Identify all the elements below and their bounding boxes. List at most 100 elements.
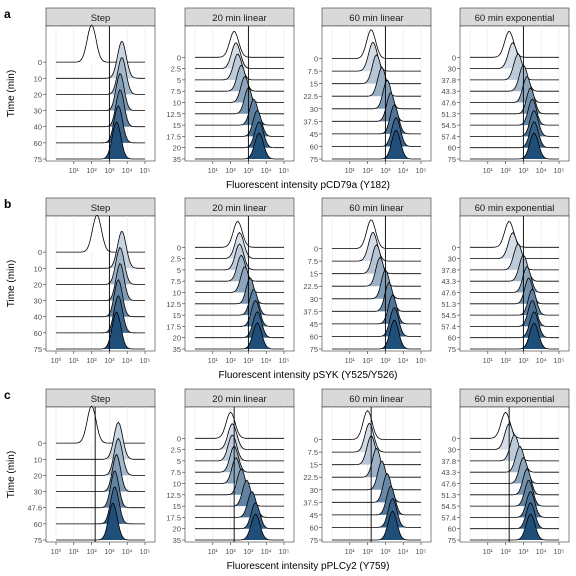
y-tick-label: 22.5 (303, 92, 318, 101)
ridge-line (470, 456, 559, 484)
x-tick-label: 10¹ (208, 358, 219, 365)
x-tick-label: 10³ (518, 549, 529, 556)
y-tick-label: 47.6 (27, 504, 42, 513)
y-tick-label: 2.5 (171, 65, 181, 74)
x-tick-label: 10¹ (69, 549, 80, 556)
ridge-fill (332, 320, 421, 349)
ridge-fill (195, 300, 284, 327)
ridge-line (332, 232, 421, 262)
y-tick-label: 20 (34, 90, 42, 99)
y-tick-label: 10 (173, 99, 181, 108)
y-tick-label: 75 (448, 155, 456, 164)
ridge-fill (195, 65, 284, 92)
ridge-line (332, 485, 421, 516)
ridge-line (56, 231, 145, 269)
facet-step: Step 10⁰ 10¹ 10² 10³ 10⁴ 10⁵ 0 10 20 30 40 60 75 (34, 197, 156, 365)
ridge-fill (470, 289, 559, 316)
x-tick-label: 10⁴ (536, 358, 547, 365)
y-tick-label: 20 (173, 525, 181, 534)
x-tick-label: 10⁴ (122, 549, 133, 556)
ridge-fill (195, 323, 284, 349)
facet-step: Step 10¹ 10² 10³ 10⁴ 10⁵ 0 10 20 30 40 60 75 (34, 7, 156, 175)
ridge-line (332, 410, 421, 440)
facet-title: 60 min exponential (475, 394, 555, 405)
ridge-fill (195, 502, 284, 529)
ridge-line (470, 322, 559, 350)
y-tick-label: 60 (34, 520, 42, 529)
facet-plot-area (459, 406, 570, 543)
facet-title: 60 min linear (349, 203, 403, 214)
ridge-fill (470, 244, 559, 270)
ridge-line (195, 322, 284, 350)
y-tick-label: 17.5 (166, 322, 181, 331)
facet-title: 60 min linear (349, 13, 403, 24)
y-tick-label: 75 (34, 155, 42, 164)
y-tick-label: 20 (34, 471, 42, 480)
x-tick-label: 10¹ (345, 168, 356, 175)
facet-20-min-linear: 20 min linear 10¹ 10² 10³ 10⁴ 10⁵ 0 2.5 5 7.5 10 12… (166, 388, 295, 556)
ridge-line (195, 132, 284, 160)
ridge-fill (195, 435, 284, 461)
x-tick-label: 10² (87, 358, 98, 365)
y-tick-label: 7.5 (171, 468, 181, 477)
x-tick-label: 10⁵ (554, 549, 565, 556)
ridge-line (470, 277, 559, 305)
ridge-fill (195, 311, 284, 338)
ridge-line (195, 42, 284, 69)
x-tick-label: 10⁴ (261, 358, 272, 365)
y-tick-label: 30 (448, 446, 456, 455)
ridge-fill (56, 295, 145, 333)
ridge-line (470, 64, 559, 92)
y-tick-label: 57.4 (441, 513, 456, 522)
x-axis-title: Fluorescent intensity pSYK (Y525/Y526) (219, 370, 398, 381)
ridge-fill (56, 438, 145, 476)
x-axis-title: Fluorescent intensity pPLCy2 (Y759) (227, 561, 390, 572)
y-tick-label: 30 (310, 295, 318, 304)
x-tick-label: 10⁴ (261, 168, 272, 175)
ridge-line (470, 434, 559, 462)
y-tick-label: 7.5 (171, 87, 181, 96)
ridge-fill (56, 312, 145, 349)
facet-title: Step (91, 203, 111, 214)
facet-20-min-linear: 20 min linear 10¹ 10² 10³ 10⁴ 10⁵ 0 2.5 5 7.5 10 12… (166, 197, 295, 365)
y-tick-label: 12.5 (166, 110, 181, 119)
x-tick-label: 10¹ (483, 168, 494, 175)
y-tick-label: 0 (314, 55, 318, 64)
y-tick-label: 51.3 (441, 110, 456, 119)
x-tick-label: 10³ (243, 549, 254, 556)
ridge-line (195, 457, 284, 484)
x-tick-label: 10¹ (208, 168, 219, 175)
ridge-fill (332, 67, 421, 97)
ridge-line (195, 411, 284, 439)
ridge-line (195, 277, 284, 305)
ridge-fill (56, 122, 145, 159)
y-tick-label: 75 (310, 536, 318, 545)
x-tick-label: 10⁴ (122, 168, 133, 175)
ridge-fill (470, 434, 559, 461)
x-tick-label: 10³ (104, 168, 115, 175)
facet-title: 20 min linear (212, 203, 266, 214)
y-tick-label: 30 (34, 107, 42, 116)
ridge-line (470, 42, 559, 69)
ridge-line (332, 117, 421, 147)
ridge-line (56, 486, 145, 525)
ridge-line (195, 266, 284, 293)
ridge-fill (470, 54, 559, 80)
x-tick-label: 10⁰ (51, 357, 62, 365)
y-tick-label: 10 (34, 455, 42, 464)
ridge-fill (470, 323, 559, 349)
ridge-line (56, 121, 145, 160)
y-tick-label: 75 (448, 536, 456, 545)
ridge-fill (56, 105, 145, 143)
x-tick-label: 10⁵ (416, 549, 427, 556)
y-tick-label: 37.5 (303, 307, 318, 316)
y-tick-label: 2.5 (171, 446, 181, 455)
y-tick-label: 5 (177, 266, 181, 275)
y-tick-label: 54.5 (441, 121, 456, 130)
ridge-line (195, 121, 284, 149)
ridge-line (56, 214, 145, 253)
ridge-line (332, 42, 421, 72)
ridge-line (195, 423, 284, 450)
ridge-line (56, 421, 145, 460)
y-tick-label: 57.4 (441, 322, 456, 331)
